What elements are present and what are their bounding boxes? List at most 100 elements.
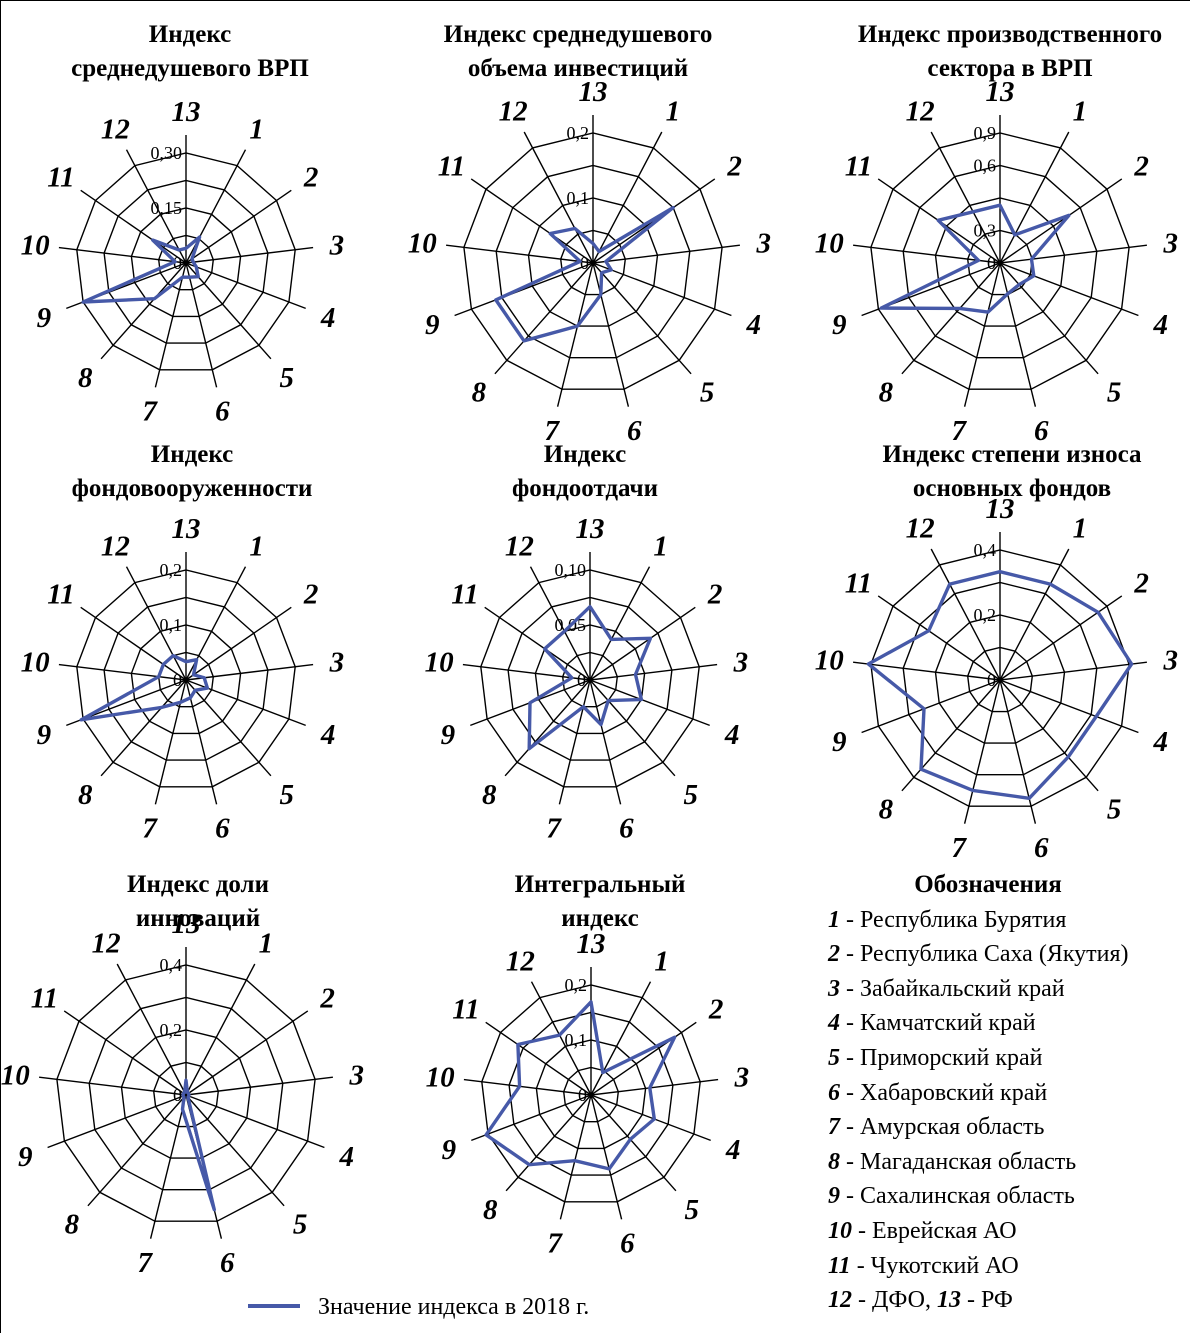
tick-label: 0,2 [567,123,590,143]
grid-spoke [185,262,272,360]
chart-title: Индекс [149,21,231,48]
tick-label: 0,3 [974,221,997,241]
legend-item-text: - Еврейская АО [852,1217,1017,1244]
series-line [879,203,1071,314]
grid-spoke [556,262,594,407]
category-label: 10 [408,227,437,259]
category-label: 5 [1107,377,1122,409]
series-line [484,1000,677,1171]
grid-spoke [589,566,651,681]
category-label: 4 [320,302,336,334]
legend-item-number: 9 [828,1183,840,1210]
grid-spoke [592,262,732,317]
legend-item-number: 12 [828,1287,852,1314]
category-label: 9 [832,309,847,341]
legend-item: 3 - Забайкальский край [828,972,1188,1007]
grid-spoke [116,963,187,1096]
category-label: 5 [280,779,295,811]
grid-spoke [999,131,1070,264]
category-label: 2 [726,150,742,182]
category-label: 9 [441,719,456,751]
legend-item: 4 - Камчатский край [828,1006,1188,1041]
grid-spoke [185,679,306,727]
grid-spoke [125,566,187,681]
category-label: 13 [172,513,201,545]
grid-spoke [504,679,591,777]
category-label: 6 [215,396,230,428]
grid-spoke [154,679,187,805]
grid-spoke [590,1094,623,1220]
grid-ring [480,569,700,788]
grid-spoke [589,663,718,681]
grid-spoke [901,679,1001,792]
chart-title: Индекс доли [127,871,269,898]
category-label: 6 [220,1247,235,1279]
legend-item-text: - Магаданская область [840,1148,1077,1175]
grid-spoke [999,262,1139,317]
tick-label: 0,2 [565,975,588,995]
legend-rows: 1 - Республика Бурятия 2 - Республика Сах… [828,903,1188,1318]
chart-title: Интегральный [515,871,686,898]
category-label: 7 [547,1228,563,1260]
category-label: 8 [482,779,497,811]
legend-item-text: - Забайкальский край [840,975,1065,1002]
category-label: 7 [545,415,561,447]
grid-spoke [125,149,187,264]
grid-ring [507,596,673,761]
grid-spoke [471,1094,592,1142]
grid-spoke [999,262,1037,407]
category-label: 8 [472,377,487,409]
legend-item: 7 - Амурская область [828,1110,1188,1145]
category-label: 11 [845,567,872,599]
category-label: 11 [47,162,74,194]
grid-ring [902,164,1098,359]
grid-ring [562,1066,620,1123]
tick-label: 0,4 [974,540,997,560]
category-label: 12 [506,945,535,977]
grid-ring [76,152,296,371]
legend-item: 10 - Еврейская АО [828,1214,1188,1249]
chart-title: Индекс производственного [858,21,1162,48]
grid-spoke [185,679,272,777]
category-label: 12 [505,530,534,562]
category-label: 3 [329,230,345,262]
tick-label: 0,2 [160,560,183,580]
category-label: 10 [21,647,50,679]
radar-chart: Индекс долиинноваций1234567891011121300,… [1,871,364,1279]
tick-label: 0,2 [160,1020,183,1040]
category-label: 12 [101,530,130,562]
grid-spoke [590,1094,711,1142]
grid-ring [130,207,242,318]
category-label: 1 [249,113,264,145]
grid-spoke [185,1094,285,1207]
category-label: 7 [952,832,968,864]
category-label: 10 [21,230,50,262]
category-label: 2 [1133,567,1149,599]
legend-item-text: - Амурская область [840,1114,1045,1141]
legend-item-number: 4 [828,1010,840,1037]
chart-title: индекс [561,905,638,932]
category-label: 3 [1162,227,1178,259]
legend-item-text: - Чукотский АО [850,1252,1019,1279]
category-label: 10 [815,644,844,676]
grid-spoke [185,262,218,388]
category-label: 1 [666,96,681,128]
tick-label: 0 [577,670,586,690]
chart-title: объема инвестиций [468,55,688,82]
grid-ring [130,624,242,735]
radar-chart: Индексфондовооруженности1234567891011121… [21,441,345,845]
category-label: 12 [499,96,528,128]
grid-ring [902,581,1098,776]
grid-ring [495,164,691,359]
grid-spoke [930,548,1001,681]
category-label: 12 [101,113,130,145]
radar-chart: Интегральныйиндекс1234567891011121300,10… [426,871,750,1260]
grid-ring [934,614,1066,744]
grid-ring [508,1011,674,1176]
tick-label: 0 [173,1085,182,1105]
category-label: 13 [579,76,608,108]
tick-label: 0,9 [974,123,997,143]
category-label: 2 [708,994,724,1026]
tick-label: 0,6 [974,156,997,176]
category-label: 3 [734,1062,750,1094]
